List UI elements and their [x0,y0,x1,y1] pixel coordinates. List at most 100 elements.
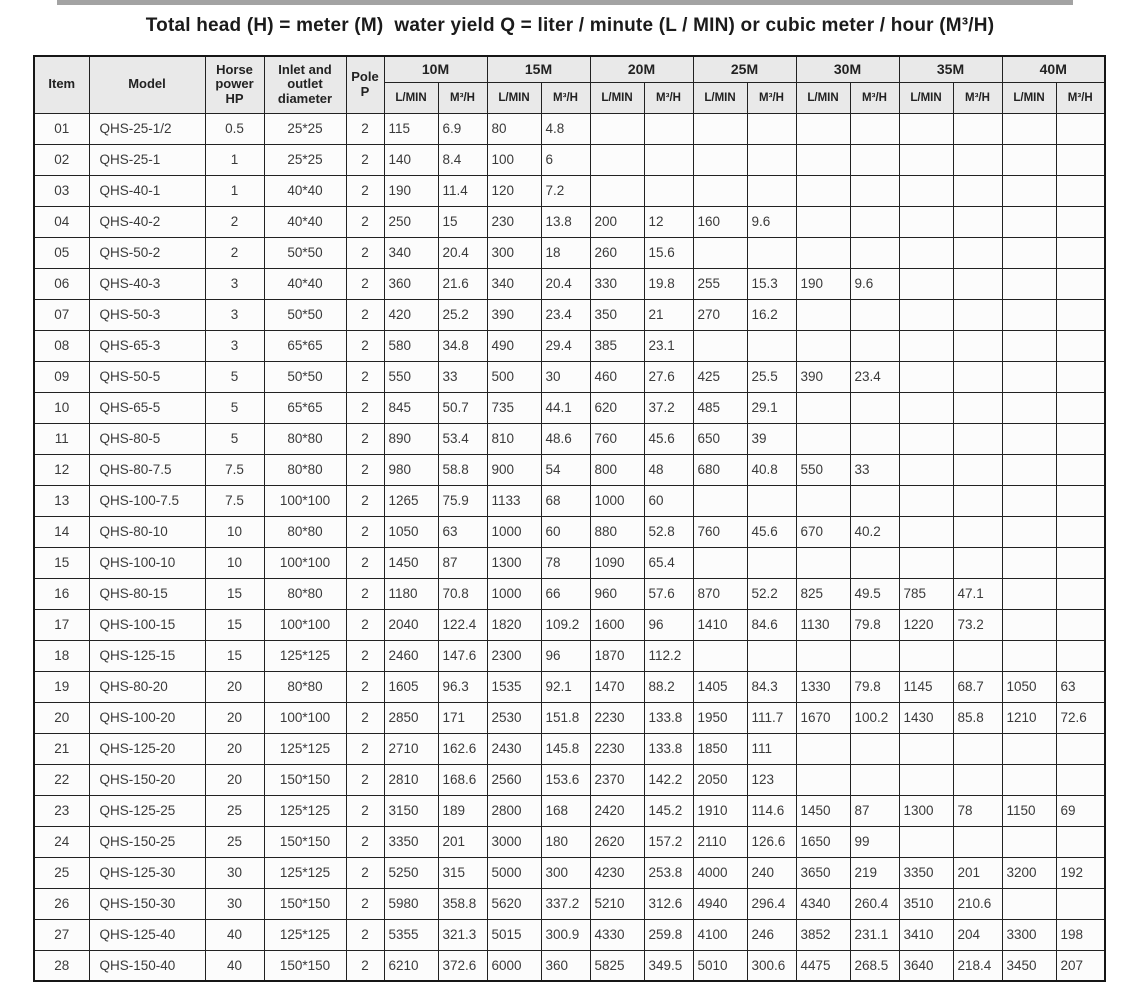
cell-q-value: 33 [849,453,900,486]
cell-q-value: 49.5 [849,577,900,610]
cell-q-value: 3510 [898,887,954,920]
cell-q-value: 54 [540,453,591,486]
sub-header-lmin: L/MIN [692,81,748,114]
cell-q-value: 2850 [383,701,439,734]
cell-item: 28 [33,949,90,982]
cell-q-value [746,329,797,362]
table-row: 28 QHS-150-40 40 150*150 2 6210 372.6 6000 360 58… [33,949,1106,982]
cell-q-value: 15.3 [746,267,797,300]
table-header: Item Model Horse power HP Inlet and outl… [33,55,1106,114]
cell-q-value: 96 [643,608,694,641]
cell-q-value: 1870 [589,639,645,672]
cell-diameter: 125*125 [263,639,347,672]
cell-pole: 2 [345,949,385,982]
cell-q-value: 1145 [898,670,954,703]
cell-q-value [1055,577,1106,610]
cell-q-value [643,174,694,207]
cell-q-value [1001,577,1057,610]
cell-q-value: 315 [437,856,488,889]
cell-pole: 2 [345,794,385,827]
cell-q-value: 231.1 [849,918,900,951]
cell-q-value: 1535 [486,670,542,703]
table-row: 12 QHS-80-7.5 7.5 80*80 2 980 58.8 900 54 800 48 68… [33,453,1106,486]
cell-q-value: 1090 [589,546,645,579]
cell-q-value [795,732,851,765]
cell-q-value: 3350 [383,825,439,858]
cell-q-value [1055,453,1106,486]
cell-model: QHS-125-20 [88,732,206,765]
cell-q-value [692,546,748,579]
cell-q-value: 870 [692,577,748,610]
cell-q-value [692,329,748,362]
cell-horse-power: 15 [204,577,265,610]
cell-pole: 2 [345,577,385,610]
cell-q-value [898,298,954,331]
cell-q-value [849,112,900,145]
cell-diameter: 80*80 [263,453,347,486]
cell-q-value: 1850 [692,732,748,765]
cell-q-value: 5825 [589,949,645,982]
cell-q-value: 2530 [486,701,542,734]
cell-q-value [795,546,851,579]
cell-q-value: 425 [692,360,748,393]
cell-pole: 2 [345,329,385,362]
cell-horse-power: 7.5 [204,453,265,486]
cell-q-value [746,143,797,176]
cell-q-value: 620 [589,391,645,424]
cell-q-value: 680 [692,453,748,486]
cell-q-value [795,143,851,176]
cell-q-value: 1000 [486,577,542,610]
cell-q-value [795,391,851,424]
cell-q-value [952,205,1003,238]
cell-q-value: 1000 [486,515,542,548]
cell-q-value: 84.6 [746,608,797,641]
cell-q-value: 810 [486,422,542,455]
cell-q-value [746,112,797,145]
cell-q-value [952,267,1003,300]
cell-q-value [898,174,954,207]
cell-q-value: 253.8 [643,856,694,889]
cell-horse-power: 15 [204,608,265,641]
table-row: 09 QHS-50-5 5 50*50 2 550 33 500 30 460 27.6 425 25.… [33,360,1106,393]
cell-q-value: 218.4 [952,949,1003,982]
page-title: Total head (H) = meter (M) water yield Q… [145,15,995,36]
cell-q-value: 87 [437,546,488,579]
cell-q-value: 5980 [383,887,439,920]
cell-model: QHS-125-30 [88,856,206,889]
cell-q-value: 171 [437,701,488,734]
cell-q-value: 200 [589,205,645,238]
cell-q-value [898,329,954,362]
cell-q-value: 350 [589,298,645,331]
cell-pole: 2 [345,763,385,796]
cell-model: QHS-50-5 [88,360,206,393]
cell-item: 19 [33,670,90,703]
cell-q-value: 133.8 [643,701,694,734]
cell-q-value [1001,112,1057,145]
cell-q-value: 147.6 [437,639,488,672]
cell-q-value [952,143,1003,176]
cell-q-value [952,732,1003,765]
cell-diameter: 80*80 [263,577,347,610]
cell-q-value: 60 [540,515,591,548]
cell-q-value: 65.4 [643,546,694,579]
cell-q-value: 420 [383,298,439,331]
table-row: 02 QHS-25-1 1 25*25 2 140 8.4 100 6 [33,143,1106,176]
cell-q-value: 1650 [795,825,851,858]
cell-q-value: 204 [952,918,1003,951]
cell-q-value: 68 [540,484,591,517]
cell-q-value: 1050 [383,515,439,548]
cell-q-value [898,484,954,517]
cell-pole: 2 [345,701,385,734]
sub-header-m3h: M³/H [437,81,488,114]
cell-diameter: 50*50 [263,236,347,269]
cell-q-value [849,732,900,765]
cell-q-value: 330 [589,267,645,300]
cell-q-value [898,732,954,765]
spec-table-body: 01 QHS-25-1/2 0.5 25*25 2 115 6.9 80 4.8 02 QHS-25… [33,112,1106,982]
cell-pole: 2 [345,267,385,300]
cell-q-value [795,236,851,269]
cell-q-value: 800 [589,453,645,486]
cell-q-value: 168 [540,794,591,827]
cell-q-value: 5355 [383,918,439,951]
